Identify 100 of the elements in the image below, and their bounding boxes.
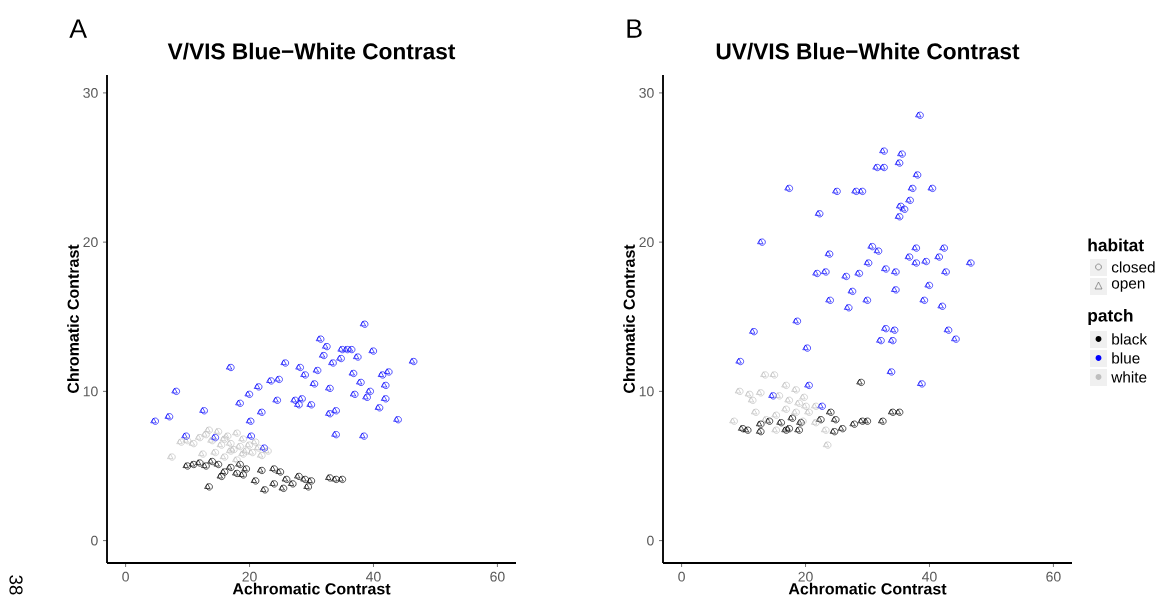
point bbox=[246, 441, 254, 449]
point bbox=[896, 213, 904, 221]
text: B bbox=[627, 19, 642, 38]
point bbox=[927, 184, 934, 191]
point bbox=[886, 368, 893, 374]
point bbox=[280, 359, 287, 365]
point bbox=[929, 184, 937, 192]
y-tick-label: 20 bbox=[83, 237, 98, 248]
x-tick-label: 0 bbox=[122, 571, 129, 582]
point bbox=[244, 441, 251, 448]
point bbox=[831, 428, 839, 436]
text: 38 bbox=[9, 575, 23, 595]
point bbox=[907, 184, 914, 191]
chart-title: V/VIS Blue−White Contrast bbox=[167, 42, 456, 60]
y-tick-label: 10 bbox=[639, 386, 654, 397]
x-tick-label: 20 bbox=[798, 571, 813, 582]
text: closed bbox=[1111, 261, 1155, 273]
point bbox=[218, 472, 226, 480]
text: habitat bbox=[1088, 238, 1144, 252]
point bbox=[213, 428, 220, 434]
point bbox=[938, 302, 947, 310]
point bbox=[824, 250, 831, 257]
point bbox=[849, 420, 856, 427]
text: A bbox=[69, 19, 88, 38]
point bbox=[788, 414, 797, 422]
point bbox=[338, 346, 347, 354]
y-tick-label: 10 bbox=[83, 386, 98, 397]
point bbox=[837, 425, 844, 431]
point bbox=[184, 437, 192, 445]
y-tick-label: 0 bbox=[91, 535, 98, 546]
y-tick-label: 30 bbox=[639, 87, 654, 98]
legend-label: black bbox=[1112, 333, 1148, 345]
y-axis-title: Chromatic Contrast bbox=[623, 244, 635, 394]
point bbox=[865, 259, 873, 267]
point bbox=[166, 413, 174, 421]
legend-label: white bbox=[1111, 371, 1147, 383]
chart-title: UV/VIS Blue−White Contrast bbox=[716, 42, 1020, 60]
point bbox=[894, 159, 901, 165]
point bbox=[774, 392, 781, 398]
point bbox=[337, 475, 344, 482]
point bbox=[945, 326, 953, 334]
point bbox=[859, 417, 867, 425]
point bbox=[787, 414, 794, 421]
point bbox=[246, 390, 254, 398]
point bbox=[850, 420, 859, 428]
point bbox=[164, 413, 171, 419]
point bbox=[826, 250, 834, 258]
point bbox=[348, 369, 355, 376]
point bbox=[847, 287, 854, 294]
point bbox=[215, 428, 223, 436]
x-tick-label: 40 bbox=[922, 571, 937, 582]
point bbox=[896, 159, 904, 167]
point bbox=[863, 296, 872, 304]
point bbox=[793, 317, 802, 325]
point bbox=[311, 380, 319, 388]
point bbox=[775, 392, 784, 400]
point bbox=[896, 408, 904, 416]
point bbox=[314, 366, 322, 375]
point bbox=[901, 205, 909, 213]
point bbox=[863, 417, 872, 425]
point bbox=[906, 253, 914, 261]
point bbox=[250, 477, 257, 483]
y-axis-title: Chromatic Contrast bbox=[67, 244, 79, 394]
point bbox=[368, 347, 375, 354]
point bbox=[283, 475, 291, 483]
point bbox=[859, 187, 867, 195]
point bbox=[369, 347, 378, 355]
x-tick-label: 40 bbox=[366, 571, 381, 582]
point bbox=[849, 287, 857, 295]
point bbox=[374, 404, 381, 410]
point bbox=[278, 484, 285, 491]
point bbox=[888, 368, 896, 376]
x-tick-label: 20 bbox=[242, 571, 257, 582]
point bbox=[250, 438, 257, 445]
y-tick-label: 30 bbox=[83, 87, 98, 98]
text: open bbox=[1111, 280, 1145, 292]
point bbox=[376, 404, 384, 412]
point bbox=[862, 296, 869, 303]
point bbox=[937, 302, 944, 309]
point bbox=[924, 281, 931, 288]
x-axis-title: Achromatic Contrast bbox=[788, 582, 947, 595]
point bbox=[920, 296, 929, 304]
point bbox=[338, 475, 347, 483]
point bbox=[218, 441, 226, 449]
text: patch bbox=[1088, 308, 1133, 326]
point bbox=[184, 462, 192, 470]
y-tick-label: 20 bbox=[639, 237, 654, 248]
point bbox=[857, 417, 864, 424]
point bbox=[912, 171, 919, 177]
point bbox=[839, 425, 847, 433]
point bbox=[280, 484, 288, 492]
point bbox=[312, 366, 319, 373]
point bbox=[904, 253, 911, 259]
x-tick-label: 60 bbox=[490, 571, 505, 582]
point bbox=[829, 428, 836, 434]
point bbox=[894, 408, 901, 415]
point bbox=[309, 380, 316, 386]
point bbox=[894, 213, 901, 219]
point bbox=[182, 462, 189, 468]
legend-label: blue bbox=[1112, 352, 1140, 364]
